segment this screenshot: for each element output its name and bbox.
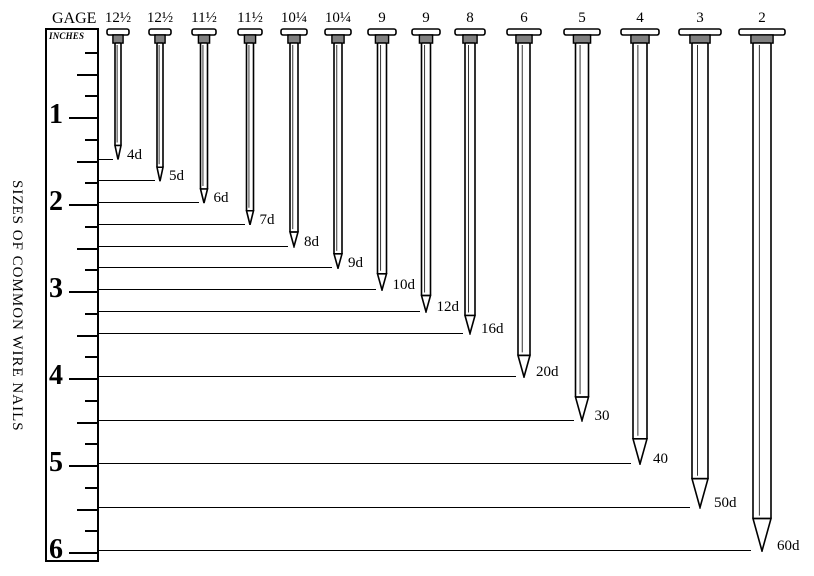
nail-icon [562,28,602,422]
penny-label: 40 [653,451,668,468]
penny-label: 7d [260,212,275,229]
gage-value: 10¼ [281,10,307,27]
gage-header: GAGE [52,10,96,28]
nail [323,28,353,269]
gage-value: 3 [696,10,704,27]
nail-icon [677,28,723,509]
nail [279,28,309,248]
penny-label: 50d [714,495,737,512]
gage-value: 2 [758,10,766,27]
nail [147,28,173,182]
penny-label: 8d [304,234,319,251]
nail-icon [366,28,398,291]
nails-layer [99,28,806,562]
penny-label: 60d [777,538,800,555]
penny-label: 16d [481,321,504,338]
gage-value: 4 [636,10,644,27]
nail-icon [147,28,173,182]
penny-label: 4d [127,147,142,164]
nail [190,28,218,204]
nail-icon [105,28,131,161]
gage-value: 9 [422,10,430,27]
penny-label: 9d [348,255,363,272]
nail-icon [505,28,543,378]
gage-value: 12½ [105,10,131,27]
penny-label: 10d [393,277,416,294]
gage-value: 5 [578,10,586,27]
nail [366,28,398,291]
penny-label: 30 [595,408,610,425]
nail-icon [453,28,487,335]
ruler-number: 3 [49,273,63,305]
nail-icon [236,28,264,226]
nail-icon [323,28,353,269]
gage-value: 10¼ [325,10,351,27]
penny-label: 12d [437,299,460,316]
inches-label: INCHES [49,31,84,41]
nail [105,28,131,161]
gage-value: 11½ [191,10,217,27]
ruler-number: 5 [49,447,63,479]
gage-value: 6 [520,10,528,27]
nail-icon [410,28,442,313]
penny-label: 20d [536,364,559,381]
gage-value: 11½ [237,10,263,27]
nail [453,28,487,335]
nail-icon [190,28,218,204]
nail [236,28,264,226]
gage-value: 12½ [147,10,173,27]
ruler-number: 4 [49,360,63,392]
ruler: INCHES 123456 [45,28,99,562]
ruler-number: 2 [49,186,63,218]
penny-label: 5d [169,168,184,185]
title-vertical: SIZES OF COMMON WIRE NAILS [8,180,25,432]
nail-icon [279,28,309,248]
nail [562,28,602,422]
nail [737,28,787,552]
nail-icon [737,28,787,552]
ruler-number: 6 [49,534,63,566]
gage-value: 8 [466,10,474,27]
gage-value: 9 [378,10,386,27]
nail [677,28,723,509]
nail [505,28,543,378]
nail [410,28,442,313]
penny-label: 6d [214,190,229,207]
nail [619,28,661,465]
ruler-number: 1 [49,99,63,131]
nail-icon [619,28,661,465]
